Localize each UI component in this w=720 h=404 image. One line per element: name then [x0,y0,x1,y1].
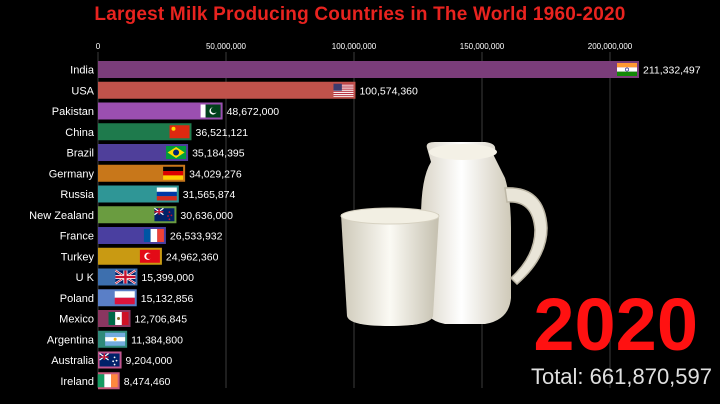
bar-group: New Zealand 30,636,000 [29,206,233,224]
france-flag [143,229,164,242]
value-label: 24,962,360 [166,251,219,263]
value-label: 15,132,856 [141,293,194,305]
x-tick-label: 200,000,000 [588,42,633,51]
argentina-flag [105,332,126,346]
bar-group: Poland 15,132,856 [60,289,194,307]
value-label: 35,184,395 [192,148,245,160]
bar [98,61,640,78]
category-label: France [60,231,94,243]
value-label: 8,474,460 [124,376,171,388]
category-label: Australia [51,355,95,367]
x-tick-label: 0 [96,42,101,51]
value-label: 211,332,497 [643,65,701,77]
category-label: Mexico [59,314,94,326]
category-label: Germany [49,168,95,180]
value-label: 100,574,360 [359,85,418,97]
value-label: 15,399,000 [141,272,194,284]
bar-group: Turkey 24,962,360 [61,247,219,265]
category-label: Poland [60,293,94,305]
bar-group: Australia 9,204,000 [51,351,173,369]
year-display: 2020 [533,283,698,366]
value-label: 31,565,874 [183,189,236,201]
bar-group: Ireland 8,474,460 [60,372,171,390]
value-label: 34,029,276 [189,168,242,180]
bar [98,123,192,141]
bar-group: China 36,521,121 [65,123,248,141]
value-label: 11,384,800 [131,334,183,346]
category-label: Russia [60,189,95,201]
bar-group: Mexico 12,706,845 [59,310,187,327]
x-tick-label: 100,000,000 [332,42,377,51]
bar-group: Argentina 11,384,800 [47,330,183,348]
bar-group: France 26,533,932 [60,227,223,244]
category-label: USA [71,85,94,97]
chart-title: Largest Milk Producing Countries in The … [94,4,626,25]
usa-flag [333,83,354,97]
brazil-flag [166,146,187,159]
total-label: Total: 661,870,597 [530,364,712,389]
bar-group: Russia 31,565,874 [60,185,236,203]
bar-group: Germany 34,029,276 [49,164,242,182]
value-label: 12,706,845 [135,314,188,326]
mexico-flag [108,312,129,325]
category-label: Argentina [47,334,95,346]
category-label: Ireland [60,376,94,388]
category-label: New Zealand [29,210,94,222]
ireland-flag [97,374,118,388]
value-label: 9,204,000 [126,355,173,367]
bar-group: India 211,332,497 [70,61,701,78]
china-flag [169,125,190,139]
turkey-flag [139,249,160,263]
x-tick-label: 50,000,000 [206,42,247,51]
bar [98,144,189,161]
australia-flag [99,353,120,367]
milk-jug-and-glass-illustration [340,142,548,326]
uk-flag [114,269,137,285]
russia-flag [156,187,177,201]
bar-group: USA 100,574,360 [71,81,418,99]
pakistan-flag [200,104,221,118]
bar-group: U K 15,399,000 [76,268,194,286]
category-label: Brazil [66,148,94,160]
category-label: Pakistan [52,106,94,118]
value-label: 30,636,000 [180,210,233,222]
bar-group: Pakistan 48,672,000 [52,102,280,120]
bar [98,102,223,120]
category-label: India [70,65,95,77]
bar [98,81,356,99]
bar-group: Brazil 35,184,395 [66,144,245,161]
india-flag [617,63,638,76]
poland-flag [114,291,135,305]
value-label: 36,521,121 [195,127,248,139]
value-label: 48,672,000 [227,106,280,118]
x-tick-label: 150,000,000 [460,42,505,51]
category-label: U K [76,272,95,284]
germany-flag [163,166,184,180]
value-label: 26,533,932 [170,231,223,243]
new-zealand-flag [154,207,175,222]
category-label: Turkey [61,251,95,263]
category-label: China [65,127,95,139]
